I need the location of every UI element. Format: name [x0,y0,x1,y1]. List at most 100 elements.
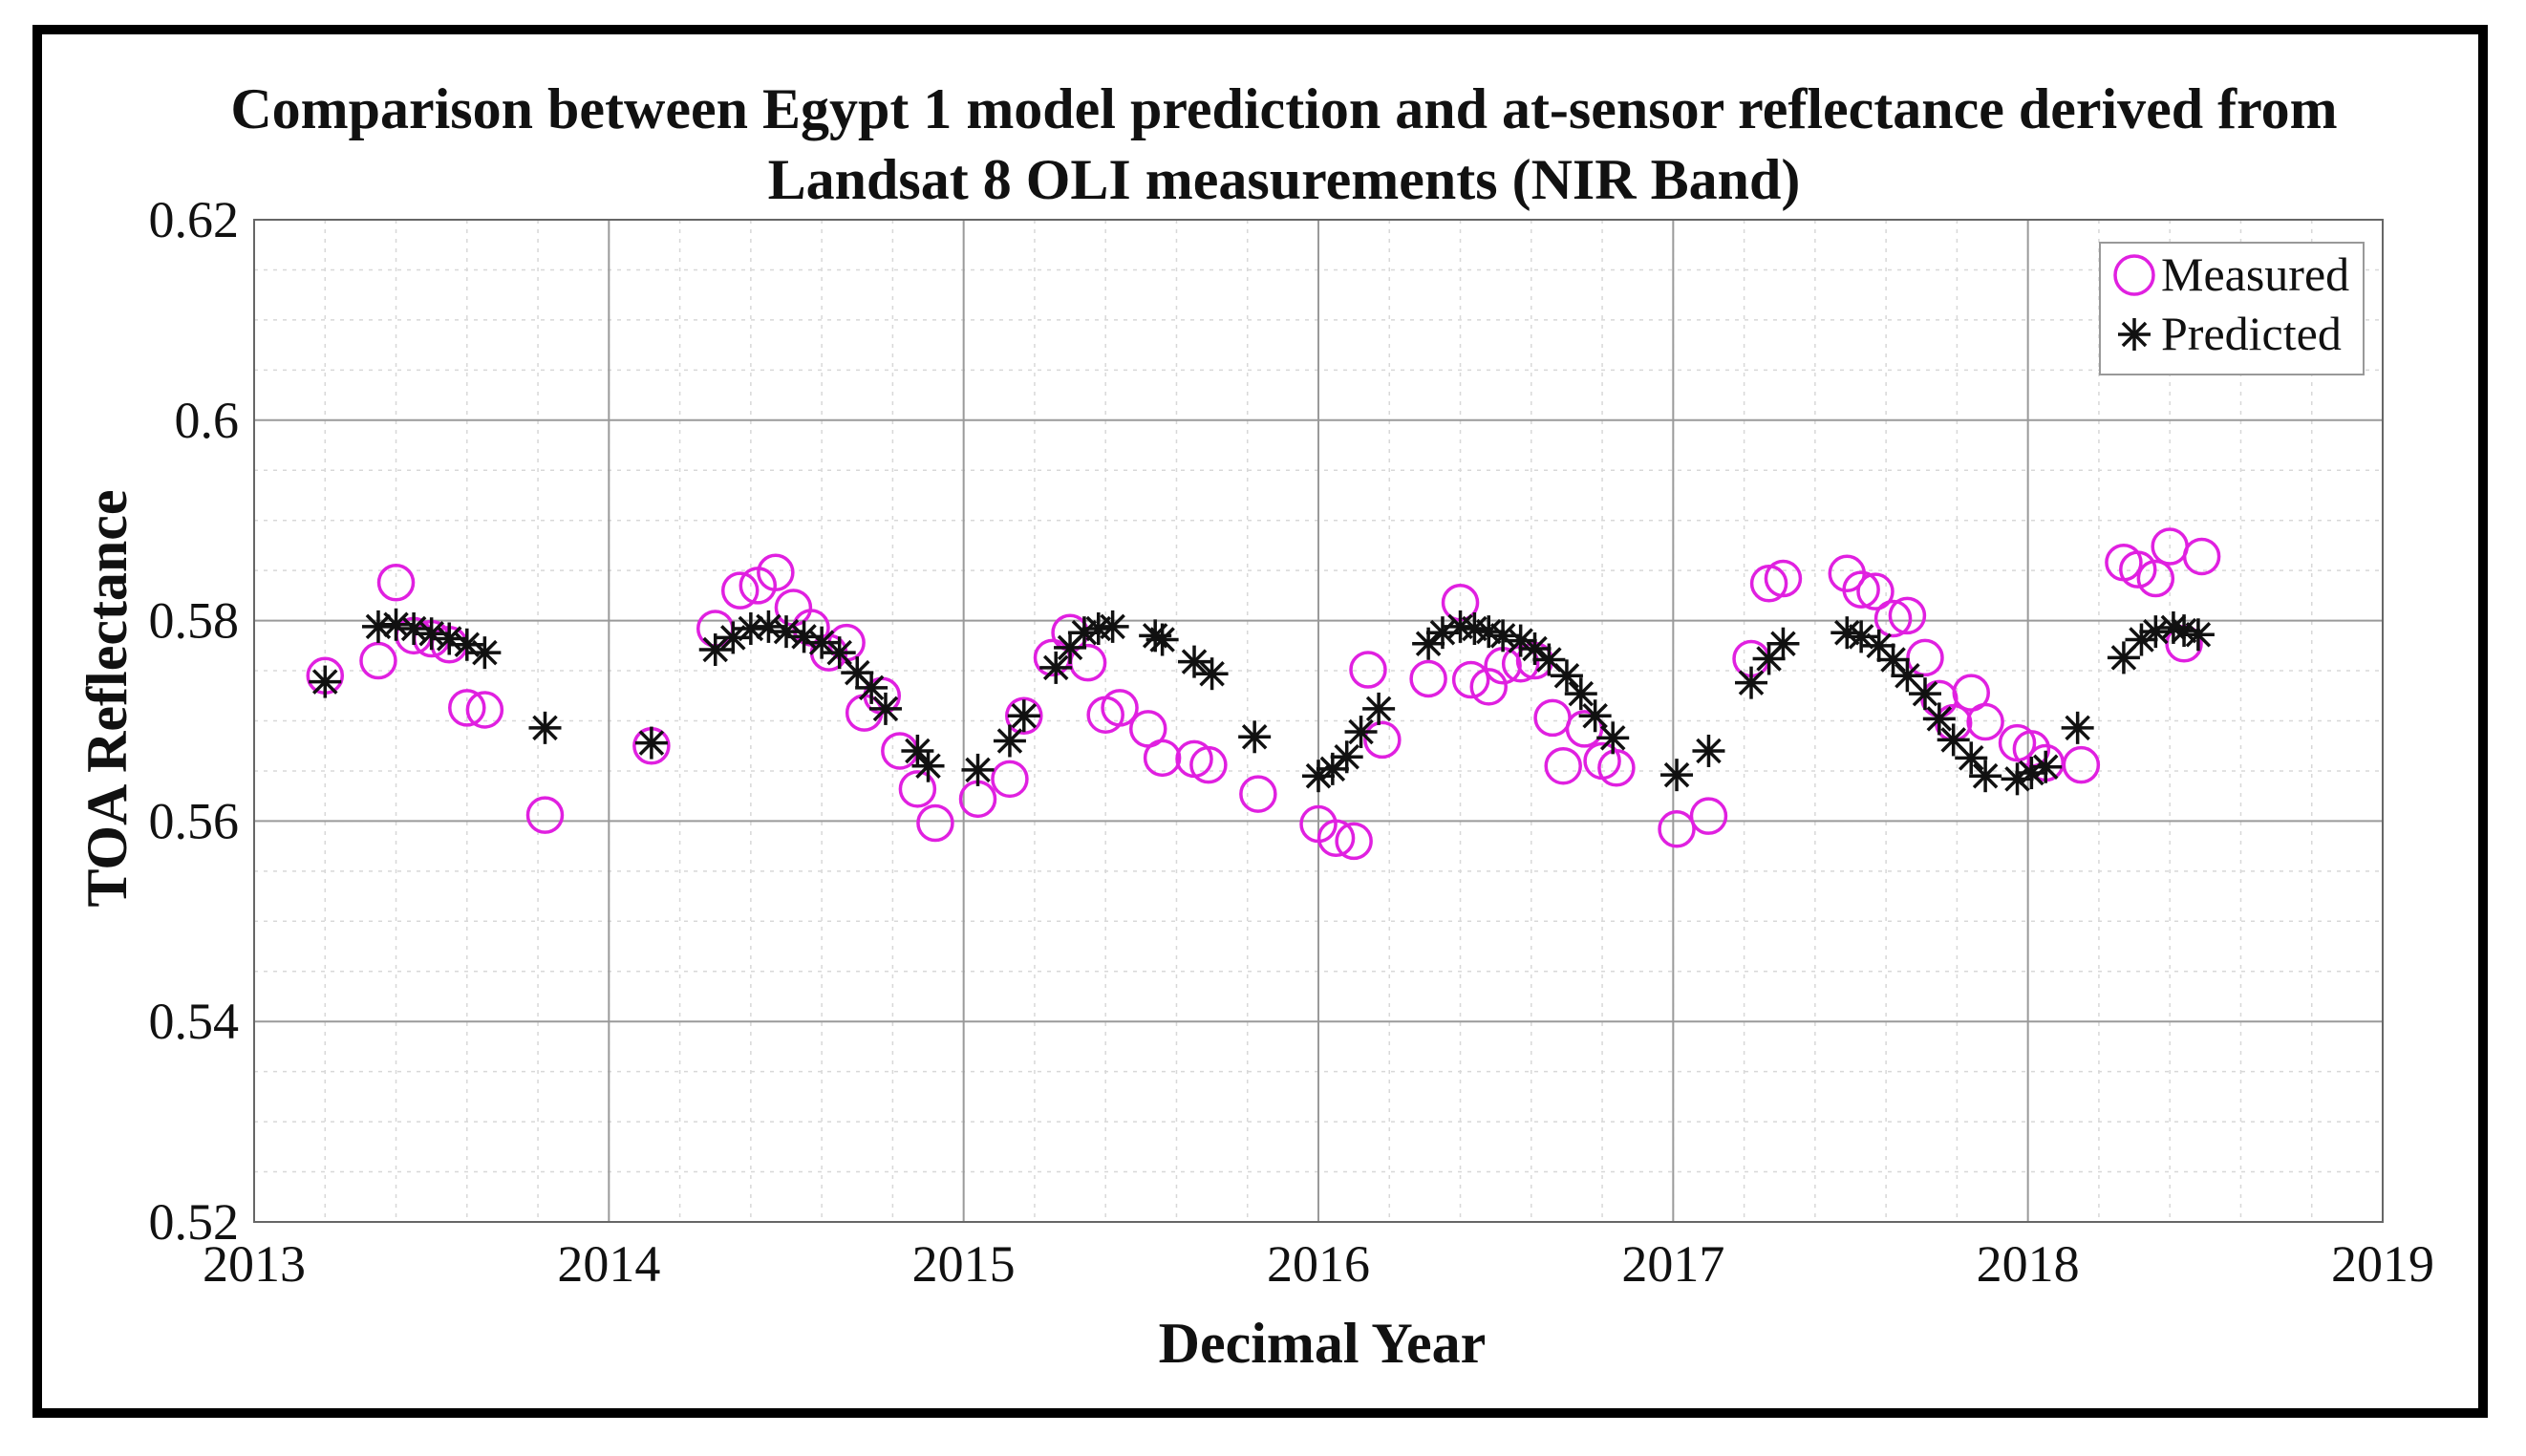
asterisk-stroke [1599,725,1626,751]
asterisk-stroke [2171,617,2197,644]
measured-point [1658,810,1696,848]
asterisk-stroke [1348,718,1374,745]
measured-point [448,689,486,727]
legend: Measured Predicted [2099,242,2365,375]
asterisk-stroke [1415,631,1442,656]
predicted-point [1735,666,1768,699]
measured-point [1349,651,1387,689]
asterisk-stroke [454,632,481,658]
predicted-point [1007,699,1040,733]
measured-point [1842,570,1880,609]
predicted-point [450,628,483,661]
x-tick-label: 2016 [1267,1235,1370,1293]
predicted-point [734,611,767,645]
measured-point [1101,689,1139,727]
x-tick-label: 2019 [2331,1235,2434,1293]
measured-point [1888,596,1927,635]
measured-point [774,589,813,627]
asterisk-stroke [915,753,941,779]
measured-point [1544,746,1582,785]
measured-point [898,770,937,808]
y-tick-label: 0.6 [175,392,240,449]
asterisk-stroke [1181,649,1208,674]
asterisk-stroke [1912,680,1938,707]
x-axis-label: Decimal Year [1159,1312,1487,1375]
predicted-point [1195,657,1229,691]
measured-point [1317,819,1356,857]
predicted-point [1238,720,1272,754]
predicted-point [1660,759,1694,792]
asterisk-stroke [1475,618,1502,645]
measured-point [465,691,504,729]
measured-point [2119,550,2157,589]
measured-point [1689,797,1728,835]
x-tick-label: 2014 [557,1235,660,1293]
asterisk-stroke [1866,632,1892,659]
asterisk-stroke [1011,702,1038,729]
predicted-point [868,692,902,725]
asterisk-stroke [1738,670,1765,696]
legend-predicted-asterisk [2118,318,2151,351]
asterisk-stroke [756,613,781,640]
legend-measured-marker [2113,254,2155,296]
predicted-point [1969,760,2002,793]
y-tick-label: 0.54 [149,993,240,1050]
measured-point [1363,720,1402,760]
asterisk-stroke [1042,654,1069,681]
measured-point [991,760,1029,799]
asterisk-stroke [418,620,444,647]
predicted-point [1955,741,1988,775]
predicted-point [805,626,839,659]
measured-point [757,553,795,591]
y-tick-label: 0.56 [149,792,240,849]
predicted-point [1908,677,1941,711]
asterisk-stroke [1462,615,1488,642]
asterisk-stroke [1447,613,1473,640]
measured-point [1451,660,1490,699]
figure-frame: 0.52 0.54 0.56 0.58 0.6 0.62 2013 2014 2015 2016… [32,25,2488,1418]
measured-point [1068,643,1107,682]
predicted-point [1845,620,1878,653]
predicted-point [361,610,395,643]
x-tick-label: 2018 [1977,1235,2080,1293]
predicted-point [2015,757,2048,790]
predicted-point [1550,659,1583,693]
asterisk-stroke [1926,706,1953,732]
asterisk-stroke [2160,614,2187,641]
x-tick-label: 2017 [1621,1235,1724,1293]
asterisk-stroke [312,669,338,695]
predicted-point [1145,623,1179,656]
asterisk-stroke [826,639,852,666]
predicted-point [1532,643,1566,676]
predicted-point [993,724,1026,758]
measured-point [1335,822,1373,861]
predicted-point [717,621,750,654]
y-tick-label: 0.52 [149,1193,240,1251]
predicted-point [1564,677,1597,711]
measured-point [1906,638,1944,677]
asterisk-stroke [1834,619,1860,646]
measured-point [2136,559,2175,598]
predicted-point [2029,750,2063,783]
asterisk-stroke [738,615,764,642]
chart-title-line-2: Landsat 8 OLI measurements (NIR Band) [768,148,1801,211]
predicted-point [1178,645,1211,678]
asterisk-stroke [1522,635,1548,662]
predicted-point [855,671,888,704]
asterisk-stroke [1770,631,1796,656]
predicted-point [1067,616,1101,650]
asterisk-stroke [1508,628,1533,653]
predicted-point [468,636,502,670]
asterisk-stroke [791,624,817,650]
predicted-point [911,749,945,782]
predicted-point [1578,699,1612,733]
asterisk-stroke [773,618,800,645]
y-axis-label: TOA Reflectance [75,489,139,907]
chart-title-line-1: Comparison between Egypt 1 model predict… [230,77,2337,140]
predicted-point [2061,711,2094,744]
predicted-point [1362,692,1396,725]
measured-point [1856,572,1894,610]
predicted-point [528,711,562,744]
predicted-point [634,726,668,760]
asterisk-stroke [1958,745,1984,771]
